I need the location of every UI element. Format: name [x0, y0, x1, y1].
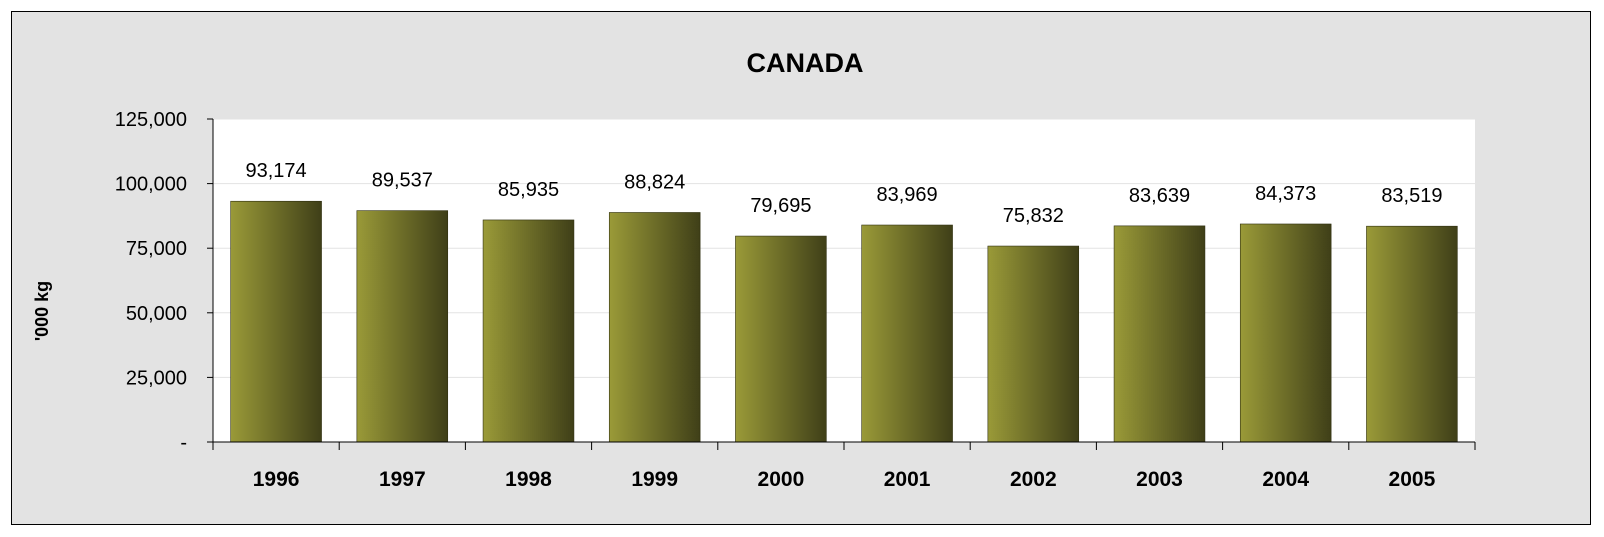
x-tick-label: 2000: [758, 468, 805, 491]
data-label: 83,639: [1129, 185, 1190, 207]
data-label: 83,969: [877, 184, 938, 206]
axes: [212, 119, 1475, 443]
chart-frame: CANADA '000 kg 93,174 89,537 85,935 88,824 7…: [11, 11, 1591, 525]
x-tick-label: 2005: [1389, 468, 1436, 491]
bar-2005: [1366, 225, 1458, 443]
x-tick-label: 2004: [1262, 468, 1309, 491]
y-axis-title: '000 kg: [32, 281, 52, 341]
data-label: 88,824: [624, 171, 685, 193]
bars: [230, 200, 1458, 443]
bar-1997: [356, 210, 449, 443]
y-tick-label: 100,000: [115, 174, 187, 196]
x-tick-label: 2001: [884, 468, 931, 491]
bar-2004: [1239, 223, 1332, 443]
data-label: 83,519: [1381, 185, 1442, 207]
y-ticks: - 25,000 50,000 75,000 100,000 125,000: [115, 109, 213, 454]
x-tick-label: 2002: [1010, 468, 1057, 491]
data-label: 84,373: [1255, 183, 1316, 205]
bar-2003: [1113, 225, 1206, 443]
data-label: 75,832: [1003, 205, 1064, 227]
y-tick-label: 125,000: [115, 109, 187, 131]
bar-1999: [608, 212, 701, 443]
bar-2002: [987, 245, 1080, 443]
y-tick-label: 50,000: [126, 303, 187, 325]
bar-1998: [482, 219, 575, 443]
data-label: 93,174: [246, 160, 307, 182]
data-label: 89,537: [372, 170, 433, 192]
bar-2001: [861, 224, 953, 443]
bar-1996: [230, 200, 322, 443]
x-tick-label: 1996: [253, 468, 300, 491]
x-tick-label: 2003: [1136, 468, 1183, 491]
x-tick-label: 1998: [505, 468, 552, 491]
x-tick-label: 1997: [379, 468, 426, 491]
x-tick-label: 1999: [631, 468, 678, 491]
y-tick-label: 75,000: [126, 238, 187, 260]
chart-title: CANADA: [747, 48, 864, 78]
y-tick-label: 25,000: [126, 367, 187, 389]
data-label: 85,935: [498, 179, 559, 201]
y-tick-label: -: [180, 432, 187, 454]
data-labels: 93,174 89,537 85,935 88,824 79,695 83,969 75,8…: [246, 160, 1443, 227]
bar-2000: [735, 235, 827, 443]
bar-chart: CANADA '000 kg 93,174 89,537 85,935 88,824 7…: [32, 48, 1476, 491]
x-ticks: 1996 1997 1998 1999 2000 2001 2002 2003 2004 2005: [212, 442, 1476, 491]
data-label: 79,695: [750, 195, 811, 217]
